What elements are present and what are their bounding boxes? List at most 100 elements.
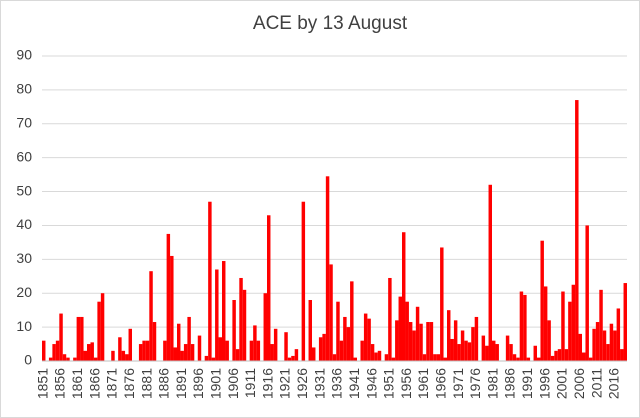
bar (287, 357, 292, 361)
bar (353, 357, 357, 361)
y-tick-label: 30 (16, 250, 32, 266)
bar (336, 301, 340, 361)
bar (599, 289, 603, 361)
bar (183, 344, 188, 361)
bar (322, 333, 326, 361)
bar (367, 318, 371, 361)
bar (485, 345, 489, 361)
x-tick-label: 2006 (571, 368, 587, 399)
bar (211, 357, 216, 361)
bar (152, 322, 157, 361)
x-tick-label: 1856 (52, 368, 68, 399)
x-tick-label: 1926 (294, 368, 310, 399)
x-tick-label: 1951 (381, 368, 397, 399)
bar (384, 354, 389, 361)
x-tick-label: 1891 (173, 368, 189, 399)
bar (436, 354, 441, 361)
bar (457, 344, 461, 361)
x-tick-label: 1971 (450, 368, 466, 399)
bar (519, 291, 524, 361)
bar (464, 340, 468, 361)
bar (301, 201, 306, 361)
bar (55, 340, 60, 361)
x-tick-label: 1866 (86, 368, 102, 399)
x-tick-label: 1956 (398, 368, 414, 399)
bar (568, 301, 572, 361)
bar (412, 330, 416, 361)
bar (377, 350, 382, 361)
bar (62, 354, 67, 361)
bar (492, 340, 496, 361)
bar (402, 232, 406, 361)
bar (170, 255, 174, 361)
bar (415, 306, 420, 361)
y-tick-label: 70 (16, 114, 32, 130)
bar (218, 337, 222, 361)
x-tick-label: 1961 (415, 368, 431, 399)
bar (450, 338, 454, 361)
bar (273, 328, 278, 361)
bar (554, 350, 558, 361)
bar (80, 316, 84, 361)
bar (249, 340, 254, 361)
chart-title: ACE by 13 August (253, 13, 408, 34)
bar (111, 350, 115, 361)
x-tick-label: 1911 (242, 368, 258, 398)
bar (145, 340, 150, 361)
bar (215, 269, 219, 361)
bar (512, 354, 517, 361)
bar (48, 357, 53, 361)
x-tick-label: 1896 (190, 368, 206, 399)
bar (190, 344, 195, 361)
bar (606, 344, 610, 361)
bar (222, 261, 226, 361)
bar (180, 350, 184, 361)
bar (225, 340, 229, 361)
bar (294, 349, 299, 361)
x-tick-label: 1996 (536, 368, 552, 399)
x-tick-label: 1886 (156, 368, 172, 399)
bar (516, 357, 520, 361)
bar (177, 323, 181, 361)
bar (291, 355, 295, 361)
bar (308, 300, 312, 361)
bar (620, 349, 624, 361)
bar (578, 333, 582, 361)
bar (426, 322, 430, 361)
x-tick-label: 1991 (519, 368, 535, 399)
bar (398, 296, 402, 361)
bar (505, 335, 510, 361)
bar (232, 300, 236, 361)
bar (187, 316, 191, 361)
bar (256, 340, 261, 361)
bar (592, 328, 596, 361)
bar (547, 320, 551, 361)
x-tick-label: 1861 (69, 368, 85, 399)
bar (561, 291, 565, 361)
bar (405, 301, 409, 361)
bar (395, 320, 399, 361)
x-tick-label: 1881 (138, 368, 154, 399)
bar (388, 277, 392, 361)
bar (76, 316, 81, 361)
y-tick-label: 50 (16, 182, 32, 198)
bar (523, 294, 527, 361)
bar (208, 201, 212, 361)
bar (100, 293, 105, 361)
x-tick-label: 1876 (121, 368, 137, 399)
bar (52, 344, 56, 361)
bar (284, 332, 288, 361)
bar (447, 310, 451, 361)
bar (429, 322, 434, 361)
bar (509, 344, 513, 361)
bar (609, 323, 614, 361)
bar (173, 347, 177, 361)
y-tick-label: 80 (16, 81, 32, 97)
x-tick-label: 1976 (467, 368, 483, 399)
bar (73, 357, 77, 361)
bar (564, 349, 569, 361)
bar (253, 325, 257, 361)
bar (163, 340, 167, 361)
bar (540, 240, 544, 361)
bar (370, 344, 375, 361)
